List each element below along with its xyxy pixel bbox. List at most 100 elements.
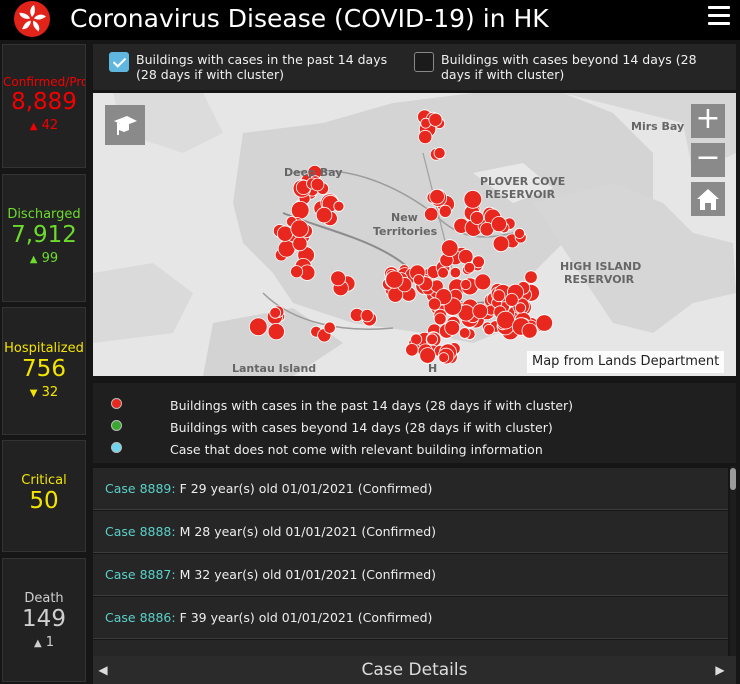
case-marker[interactable] [474,273,492,291]
case-marker[interactable] [419,347,436,364]
case-list-scroll-thumb[interactable] [730,468,736,490]
hamburger-menu-icon[interactable] [708,6,730,26]
case-row[interactable]: Case 8887: M 32 year(s) old 01/01/2021 (… [93,554,728,596]
case-row[interactable]: Case 8888: M 28 year(s) old 01/01/2021 (… [93,511,728,553]
case-marker[interactable] [504,292,519,307]
layer-toggle-button[interactable] [105,105,145,145]
stat-value: 8,889 [11,89,77,115]
filter-bar: Buildings with cases in the past 14 days… [93,44,736,90]
home-icon [697,189,719,210]
case-id-link[interactable]: Case 8888: [105,524,176,539]
case-marker[interactable] [438,352,450,364]
case-marker[interactable] [315,206,333,224]
case-list-scrollbar[interactable] [730,466,736,656]
case-marker[interactable] [418,129,433,145]
filter-beyond-14-label[interactable]: Buildings with cases beyond 14 days (28 … [441,52,697,82]
map-place-label: Deep Bay [284,166,343,179]
filter-past-14-line1: Buildings with cases in the past 14 days [136,52,388,67]
map-legend: Buildings with cases in the past 14 days… [93,383,736,463]
legend-red-dot [111,398,122,409]
case-marker[interactable] [535,314,554,332]
case-marker[interactable] [269,306,282,319]
stat-confirmed[interactable]: Confirmed/Prob 8,889 ▲ 42 [2,44,86,168]
case-marker[interactable] [290,219,309,238]
case-marker[interactable] [437,267,449,279]
case-map[interactable]: + − Deep Bay New Territories PLOVER COVE… [93,93,736,376]
zoom-out-button[interactable]: − [691,143,725,177]
case-marker[interactable] [469,210,484,225]
next-arrow-icon[interactable]: ▶ [715,663,725,677]
case-marker[interactable] [472,303,489,320]
map-place-label: Mirs Bay [631,120,685,133]
filter-past-14-line2: (28 days if with cluster) [136,67,284,82]
legend-cyan-dot [111,442,122,453]
prev-arrow-icon[interactable]: ◀ [98,663,108,677]
filter-beyond-14-checkbox[interactable] [414,52,434,72]
case-row[interactable]: Case 8886: F 39 year(s) old 01/01/2021 (… [93,597,728,639]
case-marker[interactable] [514,302,527,314]
case-marker[interactable] [433,312,447,326]
stat-delta-value: 32 [41,385,59,400]
case-marker[interactable] [524,270,538,284]
case-marker[interactable] [472,255,485,269]
case-id-link[interactable]: Case 8889: [105,481,176,496]
filter-past-14-label[interactable]: Buildings with cases in the past 14 days… [136,52,387,82]
case-marker[interactable] [276,225,294,242]
case-marker[interactable] [310,177,325,192]
case-marker[interactable] [460,278,472,290]
stat-death[interactable]: Death 149 ▲ 1 [2,558,86,682]
case-marker[interactable] [330,270,347,287]
case-marker[interactable] [433,147,446,160]
case-marker[interactable] [424,206,439,222]
case-marker[interactable] [428,112,443,127]
case-marker[interactable] [492,289,506,303]
home-button[interactable] [691,182,725,216]
case-marker[interactable] [429,188,445,205]
case-marker[interactable] [521,322,538,339]
zoom-in-button[interactable]: + [691,104,725,138]
legend-label: Buildings with cases in the past 14 days… [170,398,574,413]
case-marker[interactable] [405,343,419,357]
case-marker[interactable] [463,190,483,209]
case-marker[interactable] [323,321,336,334]
stat-delta-value: 99 [41,251,59,266]
stat-hospitalized[interactable]: Hospitalized 756 ▼ 32 [2,307,86,435]
case-marker[interactable] [427,297,442,311]
case-marker[interactable] [333,200,345,212]
case-marker[interactable] [267,323,285,341]
case-marker[interactable] [438,204,452,218]
filter-beyond-14-line1: Buildings with cases beyond 14 days (28 [441,52,697,67]
case-marker[interactable] [444,319,461,336]
filter-past-14-checkbox[interactable] [109,52,129,72]
case-marker[interactable] [490,216,507,233]
stat-critical[interactable]: Critical 50 [2,440,86,552]
case-marker[interactable] [360,309,374,323]
case-id-link[interactable]: Case 8887: [105,567,176,582]
case-marker[interactable] [292,236,308,252]
case-marker[interactable] [449,266,462,279]
case-marker[interactable] [440,239,459,257]
case-marker[interactable] [458,327,471,339]
case-marker[interactable] [463,261,476,274]
case-marker[interactable] [492,235,510,253]
case-marker[interactable] [458,248,474,265]
case-list[interactable]: Case 8889: F 29 year(s) old 01/01/2021 (… [93,466,736,656]
case-row[interactable]: Case 8889: F 29 year(s) old 01/01/2021 (… [93,468,728,510]
case-marker[interactable] [249,317,268,337]
case-marker[interactable] [496,310,515,330]
case-row[interactable] [93,640,728,656]
triangle-down-icon: ▼ [29,388,38,399]
case-marker[interactable] [513,227,525,239]
stat-discharged[interactable]: Discharged 7,912 ▲ 99 [2,174,86,302]
map-place-label: RESERVOIR [564,273,635,286]
case-marker[interactable] [426,333,439,346]
case-marker[interactable] [385,270,404,289]
case-marker[interactable] [290,265,304,279]
legend-green-dot [111,420,122,431]
case-marker[interactable] [413,274,425,286]
case-marker[interactable] [483,323,495,336]
map-place-label: New [391,211,418,224]
map-place-label: Territories [373,225,438,238]
case-detail: M 32 year(s) old 01/01/2021 (Confirmed) [175,567,437,582]
case-id-link[interactable]: Case 8886: [105,610,176,625]
